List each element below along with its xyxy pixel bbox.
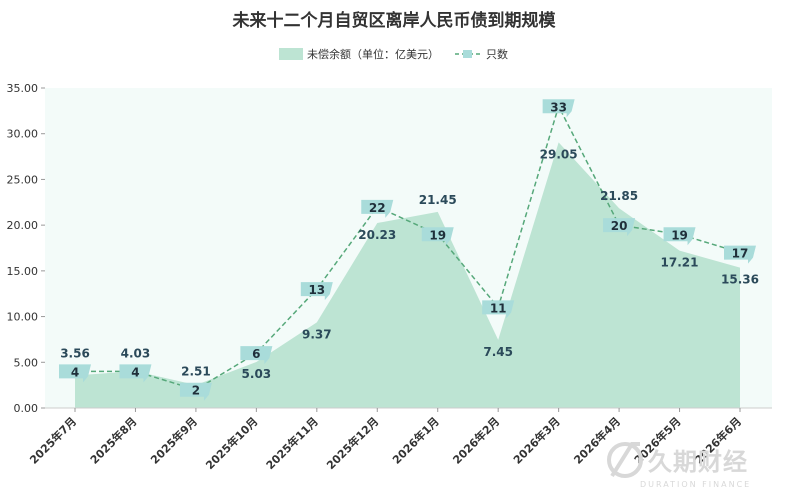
area-value-label: 29.05 [540,147,578,161]
count-marker [482,300,515,319]
area-value-label: 17.21 [661,256,699,270]
count-marker [300,282,333,301]
count-marker [179,382,212,401]
area-value-label: 3.56 [60,346,90,360]
y-tick-label: 25.00 [7,173,39,186]
count-label: 4 [71,365,79,379]
count-label: 33 [550,100,567,114]
x-tick-label: 2026年3月 [510,414,563,467]
y-tick-label: 15.00 [7,265,39,278]
chart-title: 未来十二个月自贸区离岸人民币债到期规模 [232,10,557,31]
count-point: 20 [603,218,636,237]
count-point: 4 [119,364,152,383]
count-label: 19 [671,228,688,242]
area-value-label: 21.45 [419,193,457,207]
x-tick-label: 2026年1月 [389,414,442,467]
count-marker [724,245,756,264]
count-marker [59,364,91,383]
area-value-label: 9.37 [302,327,332,341]
data-labels: 3.56 4.03 2.51 5.03 9.37 20.23 21.45 7.45 29.05 2… [60,147,759,381]
y-tick-label: 0.00 [14,402,39,415]
count-marker [421,227,454,246]
area-value-label: 21.85 [600,189,638,203]
count-label: 13 [308,283,325,297]
count-label: 11 [490,301,507,315]
count-marker [361,199,394,218]
legend-line-marker [463,50,472,58]
legend: 未偿余额（单位：亿美元） 只数 [279,47,508,61]
count-marker [542,99,575,118]
x-tick-label: 2025年9月 [148,414,201,467]
y-axis: 0.00 5.00 10.00 15.00 20.00 25.00 30.00 35.00 [7,82,45,415]
count-label: 22 [369,201,386,215]
count-point: 2 [179,382,212,401]
count-point: 19 [663,227,696,246]
area-series [75,142,740,408]
count-series: 4 4 2 6 13 22 19 11 33 20 19 17 [59,99,756,401]
count-marker [240,346,273,365]
count-point: 4 [59,364,91,383]
count-label: 17 [732,247,749,261]
y-tick-label: 20.00 [7,219,39,232]
count-point: 13 [300,282,333,301]
x-tick-label: 2025年12月 [323,414,381,472]
y-tick-label: 30.00 [7,128,39,141]
count-point: 11 [482,300,515,319]
count-point: 17 [724,245,756,264]
y-tick-label: 35.00 [7,82,39,95]
area-value-label: 7.45 [483,345,513,359]
count-label: 4 [131,365,139,379]
legend-area-label: 未偿余额（单位：亿美元） [307,47,439,61]
area-value-label: 4.03 [121,346,151,360]
count-label: 6 [252,347,260,361]
legend-area-swatch [279,48,303,60]
x-tick-label: 2025年10月 [203,414,261,472]
area-value-label: 20.23 [358,228,396,242]
count-label: 19 [429,228,446,242]
x-tick-label: 2026年2月 [450,414,503,467]
count-marker [603,218,636,237]
legend-line-label: 只数 [486,48,508,61]
count-label: 2 [192,384,200,398]
count-marker [119,364,152,383]
count-label: 20 [611,219,628,233]
count-point: 22 [361,199,394,218]
watermark-sub: DURATION FINANCE [640,480,751,489]
x-tick-label: 2025年11月 [263,414,321,472]
area-value-label: 2.51 [181,365,211,379]
x-tick-label: 2025年7月 [27,414,80,467]
count-point: 19 [421,227,454,246]
y-tick-label: 10.00 [7,311,39,324]
x-tick-label: 2025年8月 [87,414,140,467]
area-value-label: 5.03 [242,367,272,381]
area-fill [75,142,740,408]
watermark-main: 久期财经 [648,448,748,476]
area-value-label: 15.36 [721,273,759,287]
count-marker [663,227,696,246]
x-tick-label: 2026年4月 [571,414,624,467]
watermark-logo-icon [607,442,643,478]
watermark: 久期财经 DURATION FINANCE [607,442,751,489]
count-point: 33 [542,99,575,118]
y-tick-label: 5.00 [14,356,39,369]
count-point: 6 [240,346,273,365]
